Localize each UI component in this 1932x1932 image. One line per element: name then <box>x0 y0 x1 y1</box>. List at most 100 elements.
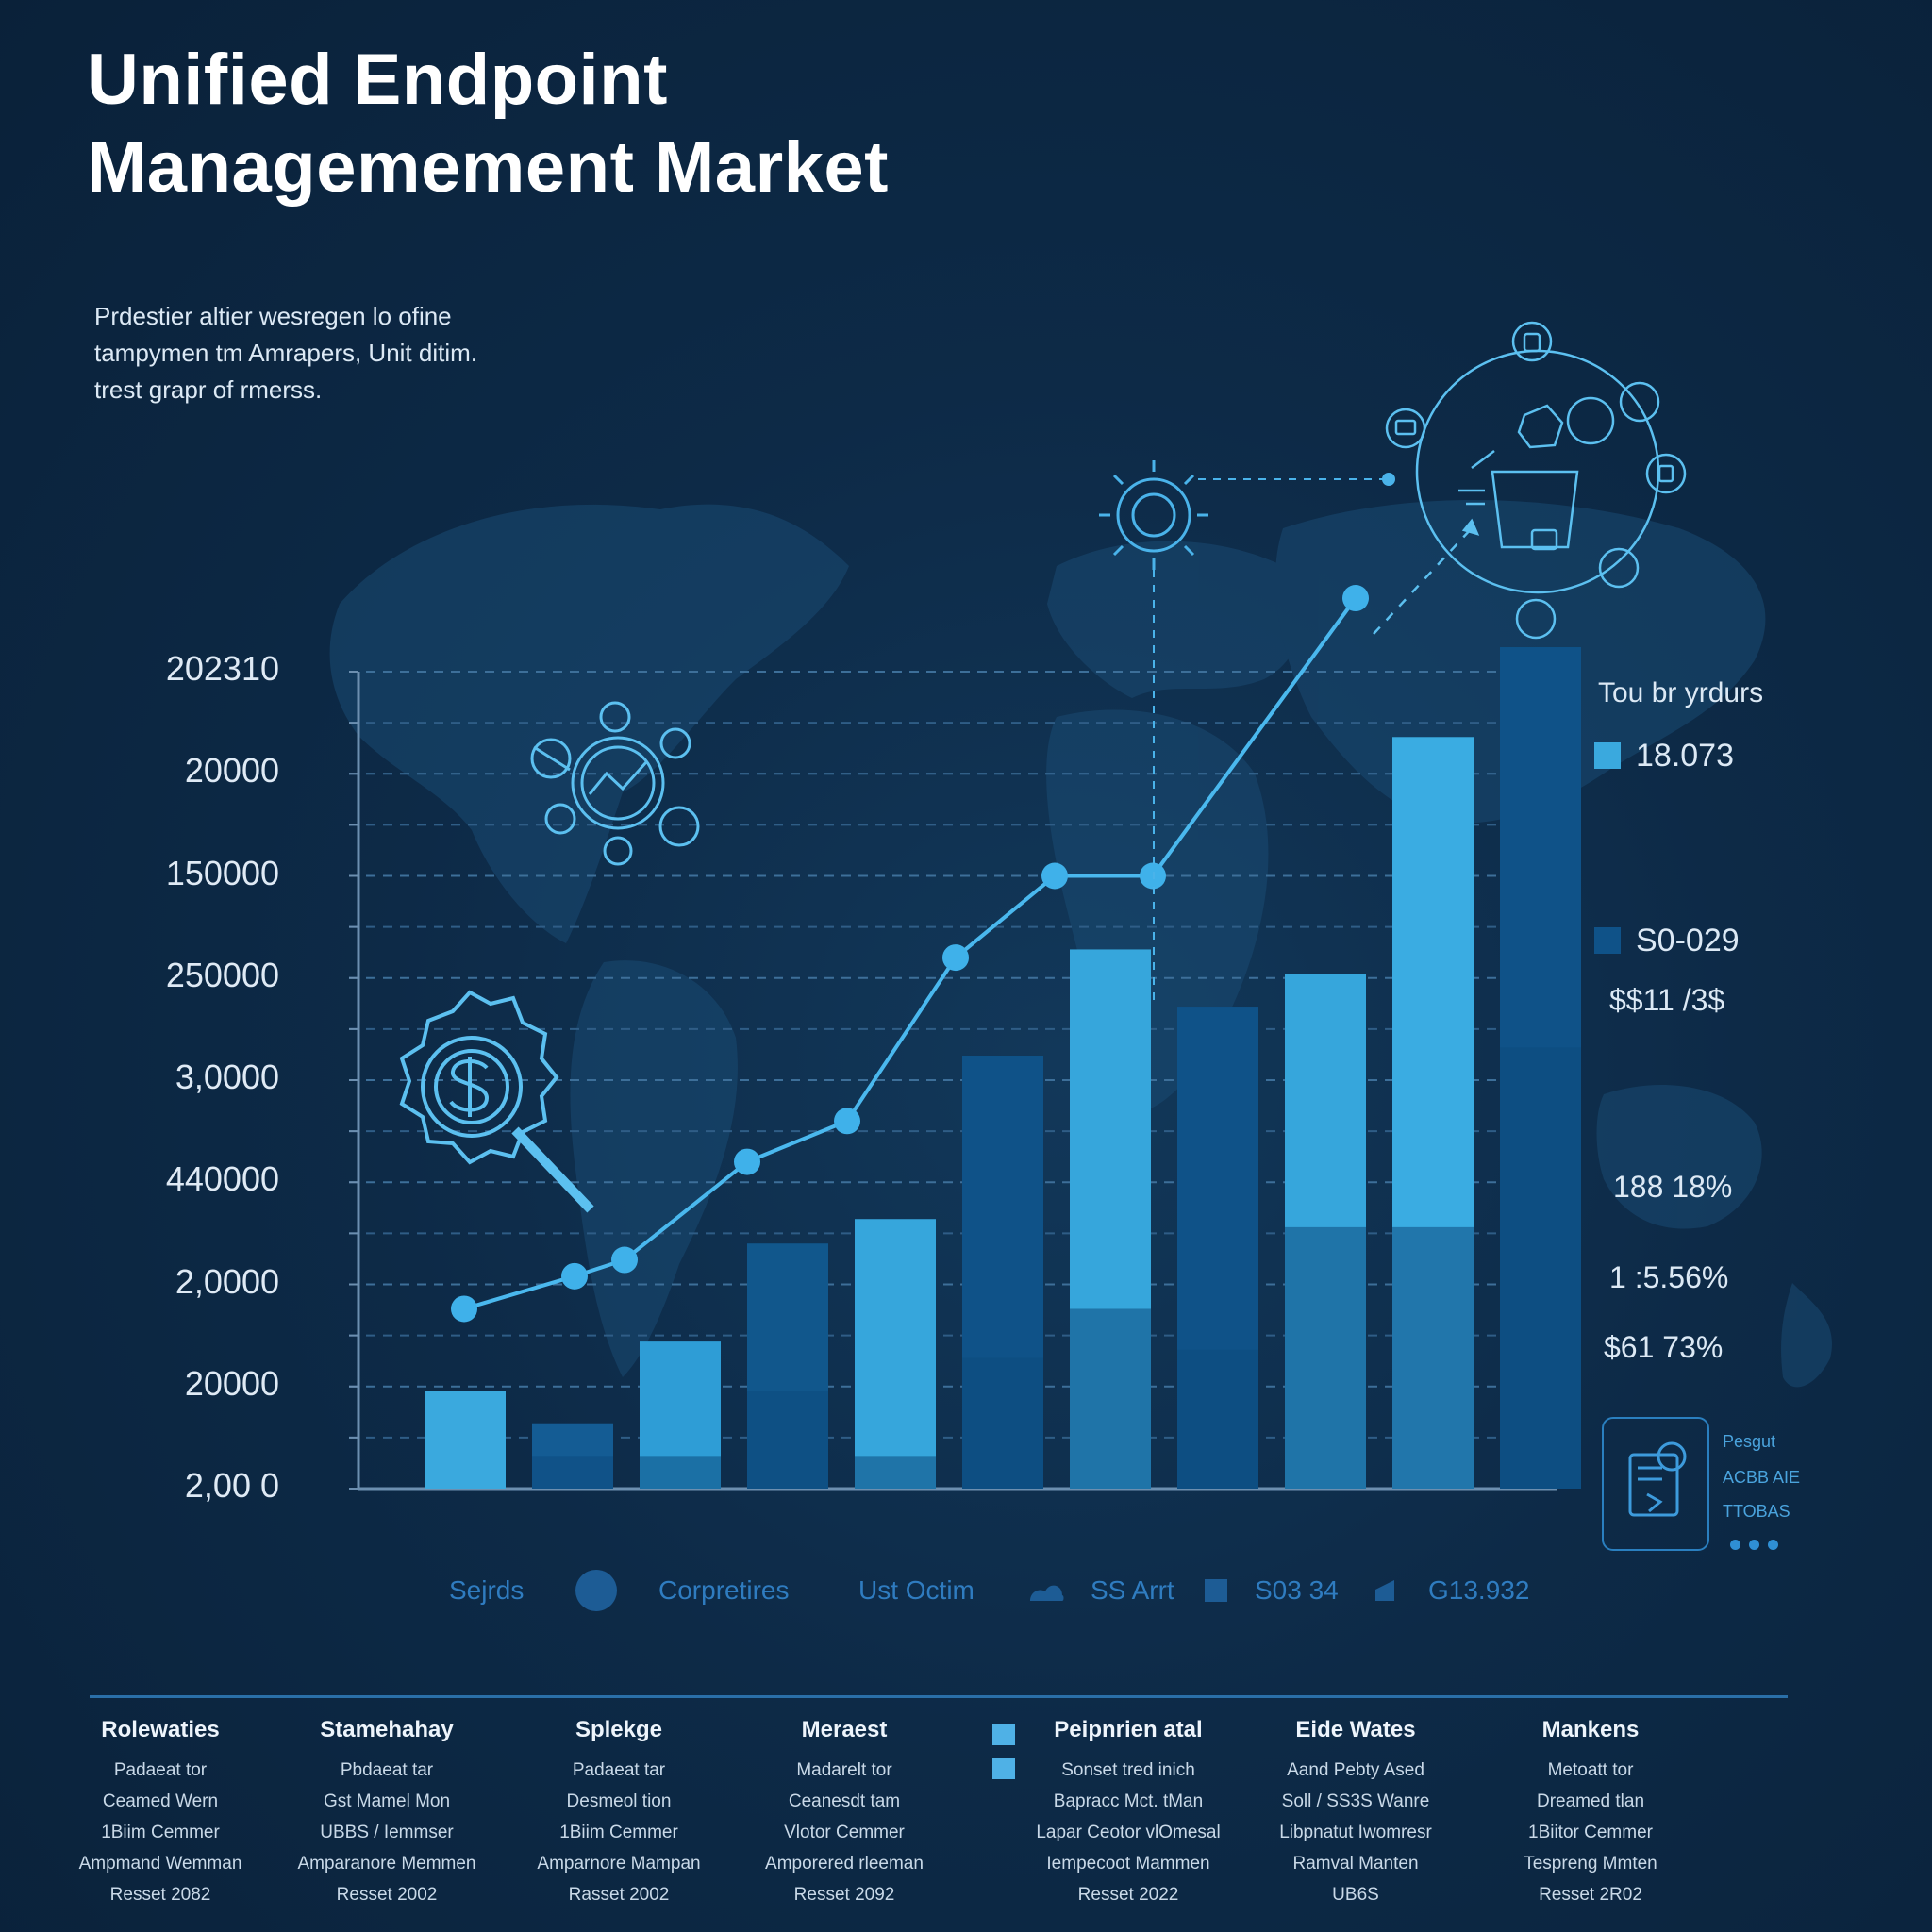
flag-icon <box>1375 1580 1394 1601</box>
network-hub-icon <box>1373 321 1687 640</box>
badge-line: TTOBAS <box>1723 1502 1790 1521</box>
bar-segment <box>1285 1226 1366 1489</box>
column-marker <box>992 1724 1015 1745</box>
footer-column-row: Ceanesdt tam <box>788 1791 901 1811</box>
legend-label: Sejrds <box>449 1575 525 1605</box>
footer-column-heading: Peipnrien atal <box>1054 1717 1203 1742</box>
footer-column-row: Ceamed Wern <box>102 1791 219 1811</box>
y-tick-label: 440000 <box>165 1159 279 1199</box>
dot <box>1768 1540 1778 1550</box>
footer-column-row: Resset 2022 <box>1077 1885 1179 1905</box>
bar-segment <box>532 1456 613 1489</box>
y-tick-label: 150000 <box>165 853 279 892</box>
y-tick-label: 20000 <box>184 751 279 791</box>
footer-column-row: Amporered rleeman <box>765 1854 924 1874</box>
line-point <box>611 1246 638 1274</box>
cloud-icon <box>1030 1585 1064 1601</box>
side-entry-label: S0-029 <box>1636 923 1740 958</box>
footer-column-row: Amparanore Memmen <box>297 1854 476 1874</box>
side-legend-entry: 18.073 <box>1594 738 1734 774</box>
legend-label: SS Arrt <box>1091 1575 1174 1605</box>
footer-column-heading: Stamehahay <box>320 1717 454 1742</box>
footer-column-row: Gst Mamel Mon <box>323 1791 451 1811</box>
footer-column-row: Madarelt tor <box>796 1760 892 1780</box>
legend-item: SS Arrt <box>1091 1570 1174 1611</box>
legend-label: G13.932 <box>1428 1575 1530 1605</box>
column-marker <box>992 1758 1015 1779</box>
badge-line: ACBB AIE <box>1723 1468 1801 1487</box>
footer-column-row: UB6S <box>1332 1885 1379 1905</box>
dollar-gear-search-icon <box>399 990 594 1213</box>
footer-column: Eide Wates Aand Pebty Ased Soll / SS3S Wan… <box>1242 1717 1469 1910</box>
legend-item <box>574 1570 632 1611</box>
footer-column-row: Dreamed tlan <box>1536 1791 1645 1811</box>
side-stat: 1 :5.56% <box>1609 1260 1729 1294</box>
footer-column: Splekge Padaeat tar Desmeol tion 1Biim Cemm… <box>506 1717 732 1910</box>
legend-item <box>1026 1570 1077 1611</box>
line-point <box>451 1295 477 1323</box>
legend-item <box>1374 1570 1409 1611</box>
line-point <box>834 1108 860 1135</box>
square-icon <box>1205 1579 1227 1602</box>
circle-icon <box>575 1570 617 1611</box>
footer-column-heading: Rolewaties <box>101 1717 220 1742</box>
legend-label: S03 34 <box>1255 1575 1339 1605</box>
footer-column-row: Bapracc Mct. tMan <box>1053 1791 1204 1811</box>
intro-line: trest grapr of rmerss. <box>94 375 323 404</box>
page-title: Unified Endpoint Managemement Market <box>87 36 1124 211</box>
bar-segment <box>1070 1308 1151 1489</box>
y-tick-label: 2,0000 <box>175 1261 279 1301</box>
footer-column-row: Amparnore Mampan <box>537 1854 701 1874</box>
line-point <box>561 1262 588 1290</box>
legend-label: Ust Octim <box>858 1575 974 1605</box>
y-tick-label: 3,0000 <box>175 1058 279 1096</box>
footer-column-row: Rasset 2002 <box>568 1885 670 1905</box>
side-panel-heading: Tou br yrdurs <box>1598 677 1764 708</box>
y-tick-label: 250000 <box>165 955 279 994</box>
footer-column-row: Pbdaeat tar <box>340 1760 434 1780</box>
bar-segment <box>1392 1226 1474 1489</box>
footer-column-row: Vlotor Cemmer <box>784 1823 905 1842</box>
y-tick-label: 2,00 0 <box>184 1466 279 1505</box>
dot <box>1730 1540 1740 1550</box>
legend-item <box>1204 1570 1241 1611</box>
bar-segment <box>855 1456 936 1489</box>
footer-column-row: Lapar Ceotor vlOmesal <box>1036 1823 1221 1842</box>
footer-column: Rolewaties Padaeat tor Ceamed Wern 1Biim Ce… <box>47 1717 274 1910</box>
legend-item: Sejrds <box>449 1570 524 1611</box>
footer-column-heading: Eide Wates <box>1295 1717 1416 1742</box>
footer-column-row: 1Biitor Cemmer <box>1528 1823 1653 1842</box>
y-tick-label: 20000 <box>184 1363 279 1403</box>
footer-column-row: Padaeat tar <box>572 1760 666 1780</box>
footer-column-row: Soll / SS3S Wanre <box>1281 1791 1430 1811</box>
intro-paragraph: Prdestier altier wesregen lo ofine tampy… <box>94 298 585 408</box>
bar-segment <box>1177 1349 1258 1489</box>
footer-column-row: Sonset tred inich <box>1061 1760 1195 1780</box>
badge-line: Pesgut <box>1723 1432 1776 1451</box>
y-tick-label: 202310 <box>165 649 279 688</box>
footer-column-heading: Meraest <box>801 1717 888 1742</box>
footer-column-row: 1Biim Cemmer <box>559 1823 678 1842</box>
bar-series <box>425 647 1581 1489</box>
intro-line: tampymen tm Amrapers, Unit ditim. <box>94 339 477 367</box>
footer-column-row: Resset 2092 <box>793 1885 895 1905</box>
legend-item: G13.932 <box>1428 1570 1529 1611</box>
legend-swatch <box>1594 927 1621 954</box>
footer-column-row: Metoatt tor <box>1547 1760 1634 1780</box>
side-amount: $$11 /3$ <box>1609 983 1725 1017</box>
legend-item: S03 34 <box>1255 1570 1339 1611</box>
footer-column-row: 1Biim Cemmer <box>101 1823 220 1842</box>
side-entry-label: 18.073 <box>1636 738 1734 774</box>
document-person-icon <box>1628 1441 1687 1517</box>
line-series <box>451 585 1369 1323</box>
footer-column: Peipnrien atal Sonset tred inich Bapracc M… <box>1015 1717 1241 1910</box>
bar-segment <box>962 1357 1043 1489</box>
footer-column-row: Iempecoot Mammen <box>1046 1854 1210 1874</box>
footer-column: Mankens Metoatt tor Dreamed tlan 1Biitor Ce… <box>1477 1717 1704 1910</box>
bar <box>855 1219 936 1489</box>
side-stat: $61 73% <box>1604 1330 1724 1364</box>
footer-column-row: Ramval Manten <box>1292 1854 1419 1874</box>
legend-label: Corpretires <box>658 1575 790 1605</box>
footer-column-heading: Mankens <box>1541 1717 1640 1742</box>
analytics-network-icon <box>530 701 700 866</box>
